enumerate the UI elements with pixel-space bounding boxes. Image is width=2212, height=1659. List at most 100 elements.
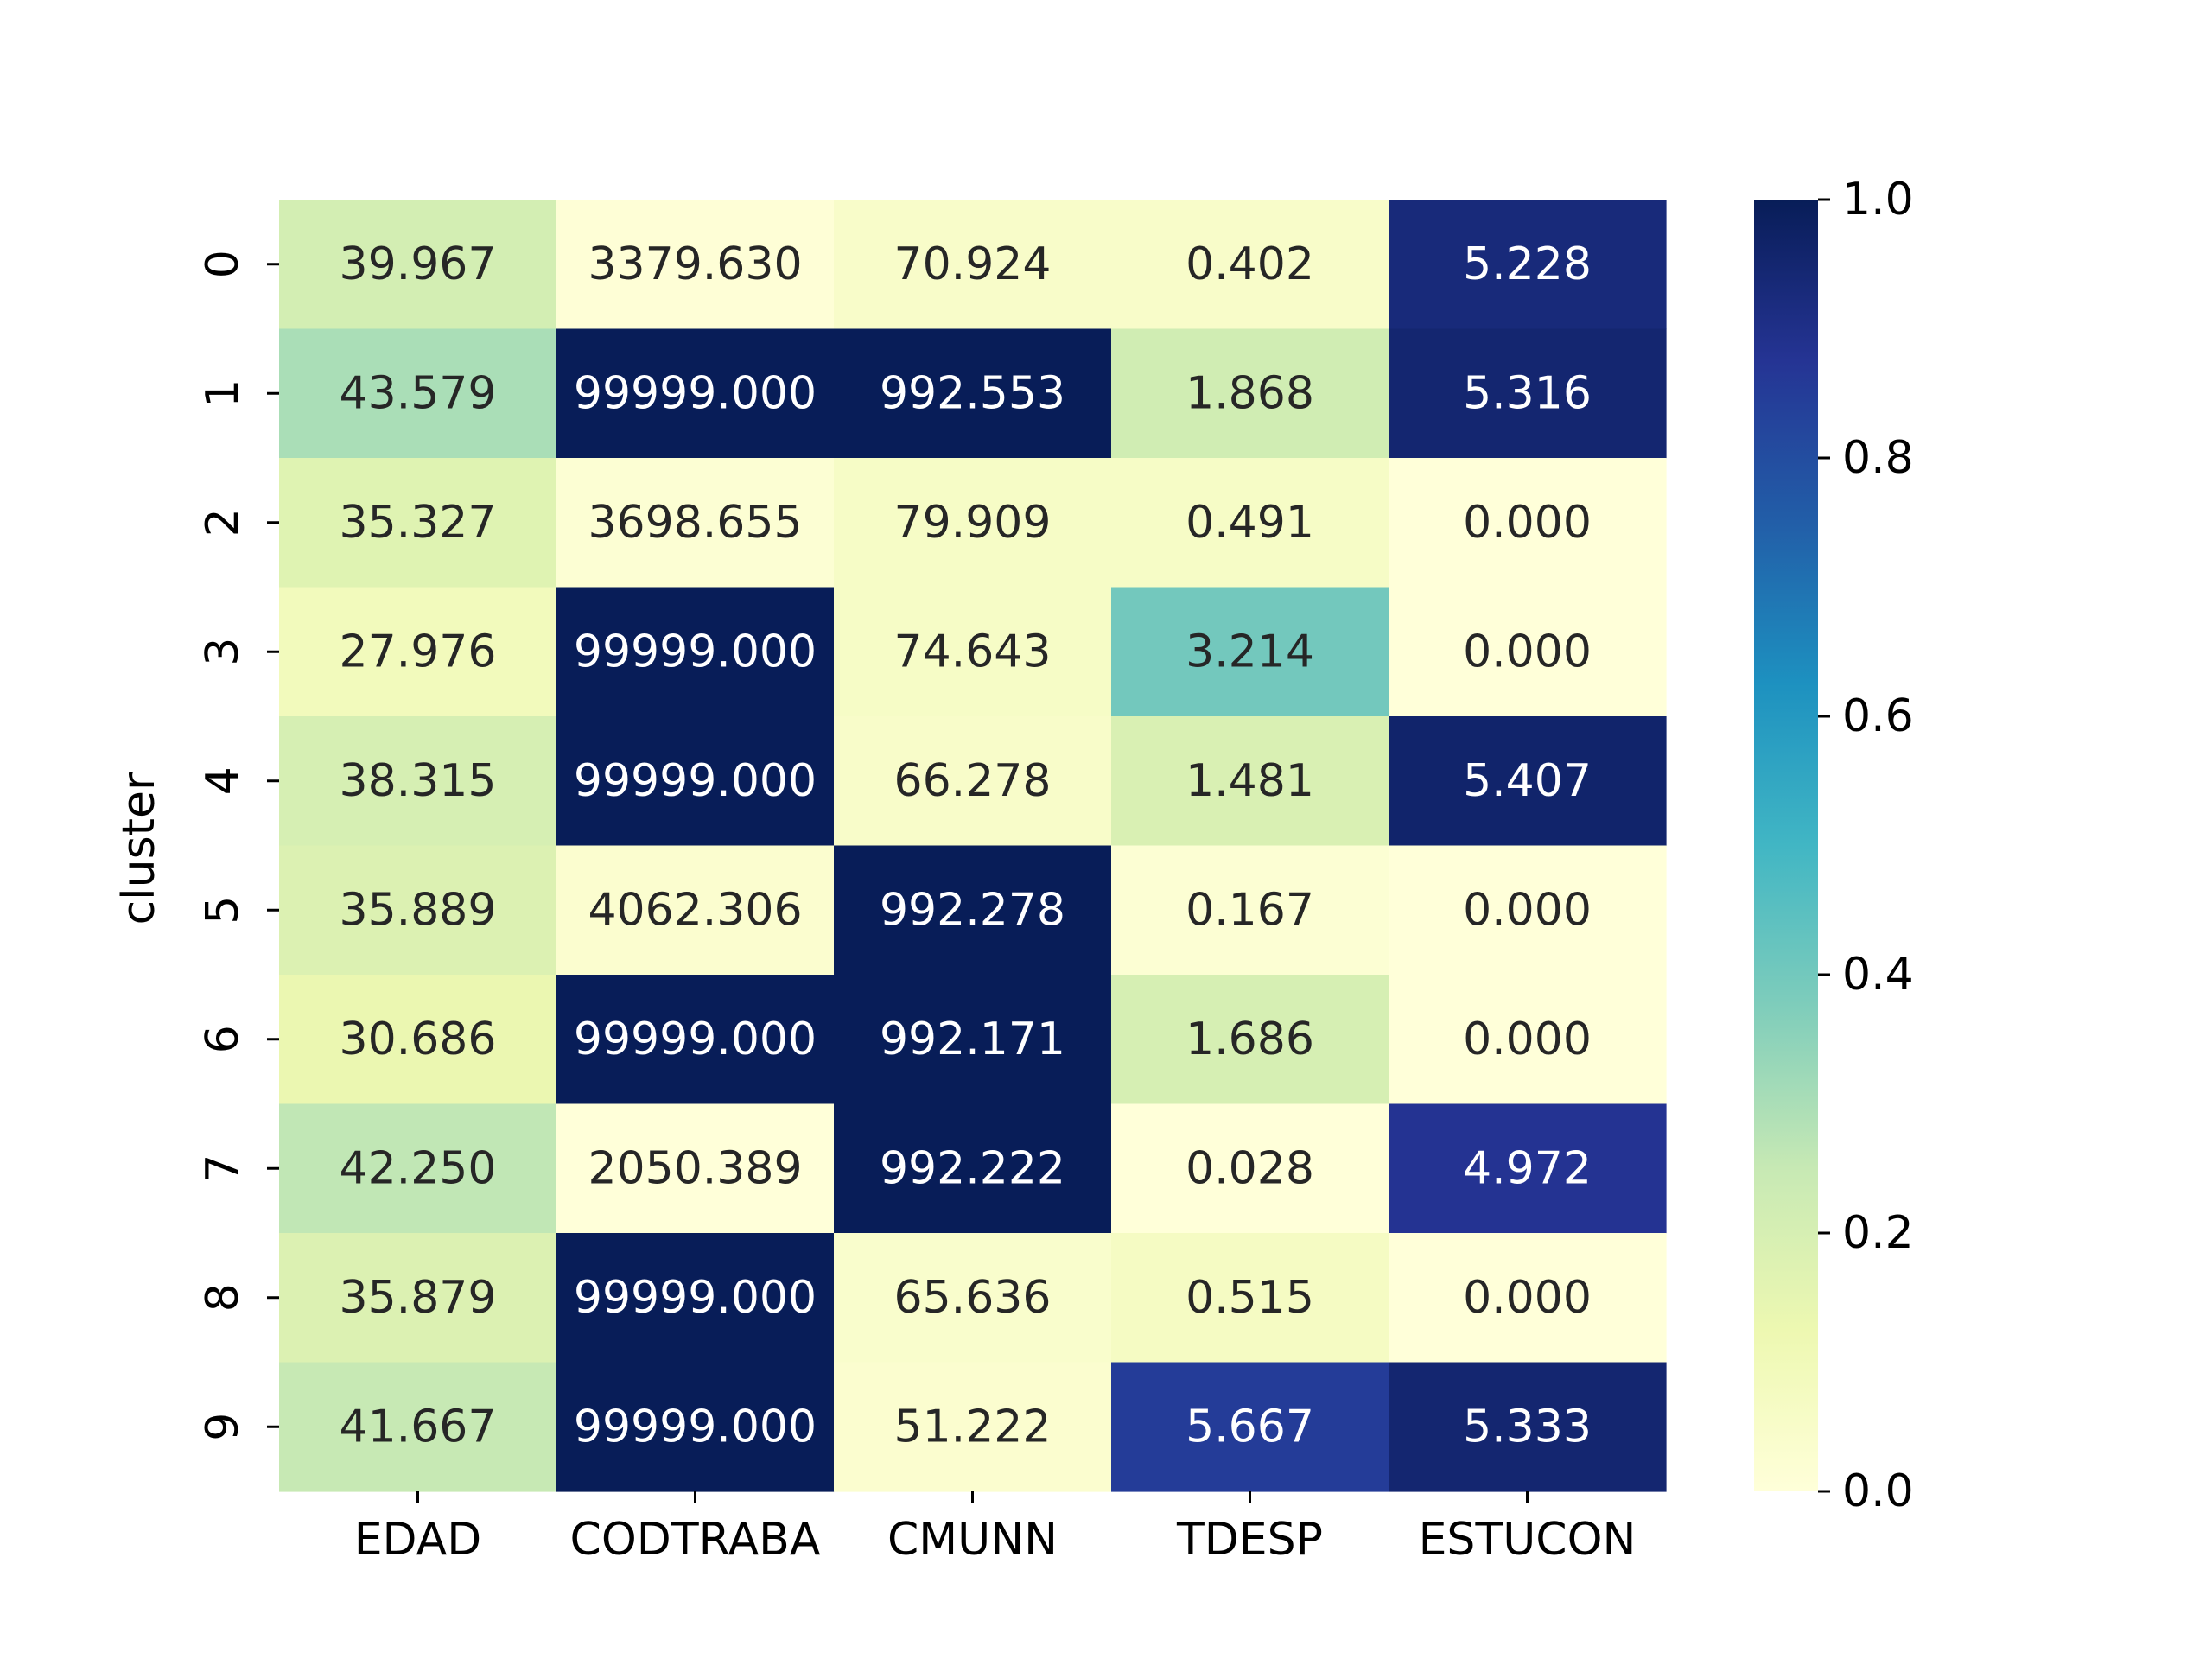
y-tick-label: 6 <box>197 1025 249 1053</box>
x-tick-label: ESTUCON <box>1419 1514 1637 1566</box>
cell-value-label: 0.000 <box>1463 884 1592 936</box>
cell-value-label: 3698.655 <box>588 497 802 549</box>
cell-value-label: 3379.630 <box>588 238 802 290</box>
cell-value-label: 51.222 <box>894 1401 1052 1452</box>
cell-value-label: 0.000 <box>1463 1272 1592 1324</box>
heatmap-cell <box>279 587 557 717</box>
cell-value-label: 65.636 <box>894 1272 1052 1324</box>
heatmap-cell <box>834 845 1112 976</box>
y-tick-label: 1 <box>197 379 249 408</box>
heatmap-cell <box>834 587 1112 717</box>
heatmap-cell <box>556 716 835 847</box>
heatmap-cell <box>834 200 1112 330</box>
cell-value-label: 35.889 <box>340 884 497 936</box>
heatmap-cell <box>1111 458 1389 588</box>
heatmap-cell <box>279 458 557 588</box>
heatmap-cell <box>279 1233 557 1363</box>
cell-value-label: 0.000 <box>1463 626 1592 677</box>
cell-value-label: 99999.000 <box>574 1401 817 1452</box>
y-tick-label: 3 <box>197 638 249 666</box>
cell-value-label: 5.316 <box>1463 367 1592 419</box>
cell-value-label: 35.327 <box>340 497 497 549</box>
cell-value-label: 0.167 <box>1185 884 1314 936</box>
heatmap-cell <box>556 975 835 1105</box>
cell-value-label: 43.579 <box>340 367 497 419</box>
y-tick-label: 2 <box>197 508 249 537</box>
heatmap-cell <box>1389 328 1667 459</box>
heatmap-cell <box>1111 975 1389 1105</box>
cell-value-label: 1.481 <box>1185 755 1314 807</box>
cell-value-label: 0.028 <box>1185 1142 1314 1194</box>
cell-value-label: 0.000 <box>1463 497 1592 549</box>
cell-value-label: 79.909 <box>894 497 1052 549</box>
cell-value-label: 74.643 <box>894 626 1052 677</box>
heatmap-cell <box>834 975 1112 1105</box>
cell-value-label: 66.278 <box>894 755 1052 807</box>
heatmap-cell <box>556 587 835 717</box>
x-tick-label: CMUNN <box>887 1514 1058 1566</box>
y-tick-label: 8 <box>197 1283 249 1312</box>
heatmap-cell <box>279 845 557 976</box>
heatmap-cell <box>1389 716 1667 847</box>
heatmap-cell <box>834 328 1112 459</box>
cell-value-label: 1.868 <box>1185 367 1314 419</box>
colorbar-ticks: 0.0 0.2 0.4 0.6 0.8 1.0 <box>1818 174 1914 1517</box>
cell-value-label: 992.171 <box>880 1014 1065 1065</box>
cell-value-label: 99999.000 <box>574 1014 817 1065</box>
heatmap-cell <box>556 458 835 588</box>
y-tick-label: 4 <box>197 766 249 795</box>
y-axis-title: cluster <box>113 772 165 925</box>
heatmap-cell <box>1111 200 1389 330</box>
heatmap-cell <box>279 200 557 330</box>
heatmap-cell <box>1111 1233 1389 1363</box>
cell-value-label: 30.686 <box>340 1014 497 1065</box>
y-tick-label: 0 <box>197 250 249 278</box>
cell-value-label: 99999.000 <box>574 367 817 419</box>
heatmap-cell <box>279 1362 557 1492</box>
cell-value-label: 992.553 <box>880 367 1065 419</box>
cell-value-label: 70.924 <box>894 238 1052 290</box>
heatmap-cell <box>279 1103 557 1234</box>
heatmap-cell <box>1389 458 1667 588</box>
colorbar-tick-label: 0.8 <box>1842 432 1914 484</box>
cell-value-label: 992.278 <box>880 884 1065 936</box>
cell-value-label: 99999.000 <box>574 626 817 677</box>
heatmap-cell <box>834 1233 1112 1363</box>
heatmap-cell <box>279 975 557 1105</box>
cell-value-label: 27.976 <box>340 626 497 677</box>
cell-value-label: 41.667 <box>340 1401 497 1452</box>
heatmap-cell <box>1389 975 1667 1105</box>
y-tick-label: 7 <box>197 1154 249 1183</box>
heatmap-cell <box>834 458 1112 588</box>
heatmap-cell <box>1111 1362 1389 1492</box>
colorbar-tick-label: 0.0 <box>1842 1465 1914 1517</box>
heatmap-cell <box>1389 587 1667 717</box>
heatmap-cell <box>1111 1103 1389 1234</box>
colorbar: 0.0 0.2 0.4 0.6 0.8 1.0 <box>1754 174 1914 1517</box>
heatmap-cell <box>1389 200 1667 330</box>
heatmap-cell <box>556 1103 835 1234</box>
heatmap-cell <box>556 845 835 976</box>
heatmap-cell <box>1389 1362 1667 1492</box>
colorbar-tick-label: 0.2 <box>1842 1207 1914 1259</box>
colorbar-tick-label: 0.4 <box>1842 949 1914 1001</box>
colorbar-gradient <box>1754 200 1818 1491</box>
heatmap-cell <box>1389 845 1667 976</box>
heatmap-cell <box>556 200 835 330</box>
x-axis: EDAD CODTRABA CMUNN TDESP ESTUCON <box>354 1491 1637 1566</box>
heatmap-cell <box>1111 716 1389 847</box>
heatmap-cell <box>1111 328 1389 459</box>
y-tick-label: 9 <box>197 1413 249 1441</box>
heatmap-cell <box>834 1362 1112 1492</box>
cell-value-label: 0.000 <box>1463 1014 1592 1065</box>
heatmap-cell <box>834 1103 1112 1234</box>
cell-value-label: 5.407 <box>1463 755 1592 807</box>
cell-value-label: 38.315 <box>340 755 497 807</box>
heatmap-cell <box>1111 845 1389 976</box>
cell-value-label: 4.972 <box>1463 1142 1592 1194</box>
heatmap-cell <box>1111 587 1389 717</box>
cell-value-label: 99999.000 <box>574 1272 817 1324</box>
cell-value-label: 1.686 <box>1185 1014 1314 1065</box>
heatmap-cell <box>556 1233 835 1363</box>
